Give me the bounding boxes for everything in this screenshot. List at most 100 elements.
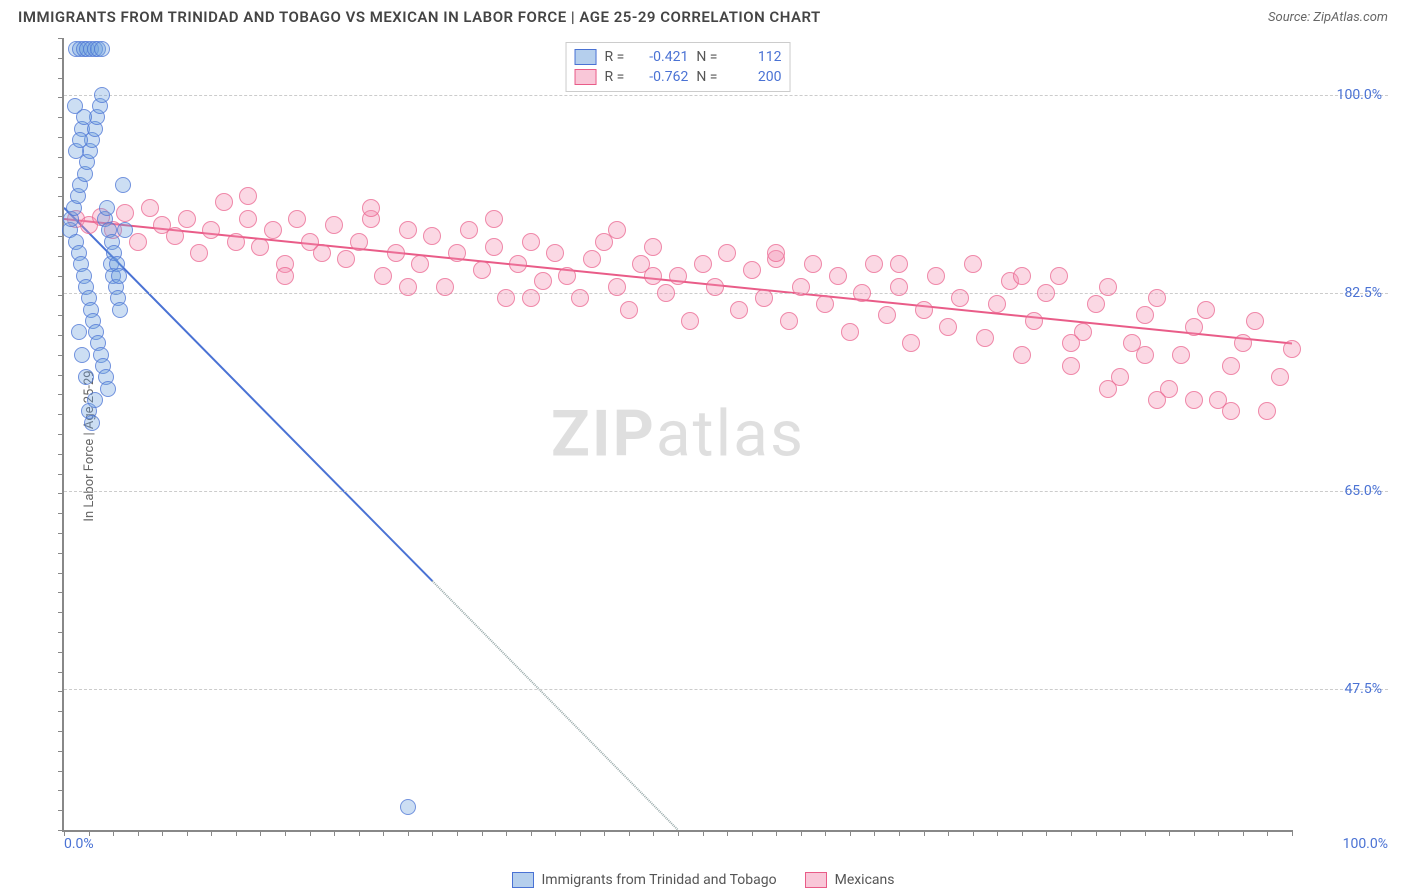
x-tick xyxy=(678,830,679,836)
x-tick xyxy=(776,830,777,836)
y-tick xyxy=(58,474,64,475)
x-tick xyxy=(653,830,654,836)
data-point xyxy=(313,244,331,262)
x-tick xyxy=(973,830,974,836)
y-tick-label: 82.5% xyxy=(1344,285,1382,301)
data-point xyxy=(558,267,576,285)
y-tick xyxy=(58,97,64,98)
gridline-h xyxy=(64,95,1388,96)
y-tick xyxy=(58,58,64,59)
y-tick xyxy=(58,751,64,752)
y-tick xyxy=(58,830,64,831)
y-tick xyxy=(58,137,64,138)
gridline-h xyxy=(64,689,1388,690)
data-point xyxy=(853,284,871,302)
y-tick xyxy=(58,493,64,494)
data-point xyxy=(755,289,773,307)
data-point xyxy=(522,233,540,251)
data-point xyxy=(1222,357,1240,375)
x-tick xyxy=(1292,830,1293,836)
x-tick xyxy=(899,830,900,836)
data-point xyxy=(115,177,131,193)
y-tick xyxy=(58,414,64,415)
n-label: N = xyxy=(696,69,717,85)
data-point xyxy=(1062,334,1080,352)
data-point xyxy=(608,221,626,239)
x-tick xyxy=(948,830,949,836)
data-point xyxy=(423,227,441,245)
data-point xyxy=(1185,318,1203,336)
data-point xyxy=(485,238,503,256)
y-tick xyxy=(58,38,64,39)
data-point xyxy=(239,210,257,228)
data-point xyxy=(878,306,896,324)
y-tick xyxy=(58,335,64,336)
x-tick xyxy=(752,830,753,836)
data-point xyxy=(546,244,564,262)
data-point xyxy=(583,250,601,268)
y-tick xyxy=(58,196,64,197)
correlation-legend: R =-0.421N =112R =-0.762N =200 xyxy=(566,42,791,92)
data-point xyxy=(485,210,503,228)
y-tick-label: 65.0% xyxy=(1344,483,1382,499)
data-point xyxy=(1013,267,1031,285)
y-tick xyxy=(58,672,64,673)
x-tick xyxy=(383,830,384,836)
legend-row: R =-0.421N =112 xyxy=(575,47,782,67)
data-point xyxy=(202,221,220,239)
data-point xyxy=(460,221,478,239)
chart-area: In Labor Force | Age 25-29 ZIPatlas R =-… xyxy=(18,36,1388,856)
data-point xyxy=(780,312,798,330)
data-point xyxy=(400,799,416,815)
n-value: 112 xyxy=(727,49,781,65)
x-tick xyxy=(801,830,802,836)
data-point xyxy=(767,244,785,262)
y-tick xyxy=(58,375,64,376)
x-tick xyxy=(1046,830,1047,836)
y-tick xyxy=(58,691,64,692)
data-point xyxy=(865,255,883,273)
data-point xyxy=(1258,402,1276,420)
data-point xyxy=(730,301,748,319)
data-point xyxy=(399,221,417,239)
data-point xyxy=(448,244,466,262)
data-point xyxy=(988,295,1006,313)
data-point xyxy=(890,255,908,273)
x-tick xyxy=(432,830,433,836)
data-point xyxy=(84,415,100,431)
x-tick xyxy=(555,830,556,836)
y-tick xyxy=(58,612,64,613)
x-tick xyxy=(260,830,261,836)
plot-region: ZIPatlas R =-0.421N =112R =-0.762N =200 … xyxy=(62,38,1292,832)
data-point xyxy=(1172,346,1190,364)
y-tick xyxy=(58,157,64,158)
x-tick xyxy=(334,830,335,836)
data-point xyxy=(411,255,429,273)
x-tick xyxy=(506,830,507,836)
y-tick xyxy=(58,533,64,534)
data-point xyxy=(976,329,994,347)
legend-item: Mexicans xyxy=(805,872,895,888)
x-tick xyxy=(457,830,458,836)
x-tick xyxy=(850,830,851,836)
x-tick xyxy=(211,830,212,836)
y-tick-label: 47.5% xyxy=(1344,681,1382,697)
data-point xyxy=(1246,312,1264,330)
data-point xyxy=(141,199,159,217)
x-tick xyxy=(162,830,163,836)
data-point xyxy=(325,216,343,234)
r-label: R = xyxy=(605,49,625,65)
data-point xyxy=(718,244,736,262)
gridline-h xyxy=(64,293,1388,294)
x-tick xyxy=(825,830,826,836)
x-tick xyxy=(1120,830,1121,836)
x-tick xyxy=(1243,830,1244,836)
x-tick xyxy=(580,830,581,836)
y-tick xyxy=(58,632,64,633)
y-tick xyxy=(58,295,64,296)
data-point xyxy=(792,278,810,296)
data-point xyxy=(350,233,368,251)
x-tick xyxy=(482,830,483,836)
data-point xyxy=(1283,340,1301,358)
x-tick xyxy=(408,830,409,836)
